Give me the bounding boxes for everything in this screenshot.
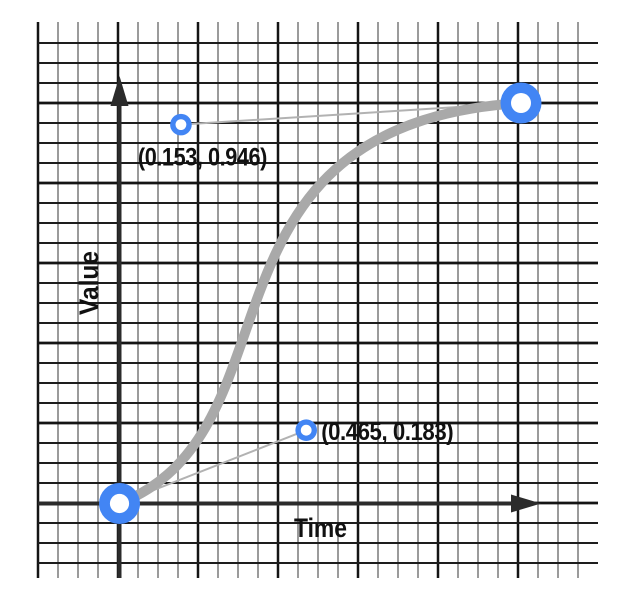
y-axis-label: Value bbox=[74, 251, 104, 315]
control-point-2-center bbox=[175, 119, 187, 131]
grid bbox=[36, 22, 598, 578]
end-anchor-center bbox=[511, 93, 531, 113]
x-axis-arrow-right-icon bbox=[511, 494, 541, 513]
bezier-curve bbox=[114, 98, 526, 509]
y-axis-arrow-up-icon bbox=[110, 76, 129, 106]
control-point-1-label: (0.465, 0.183) bbox=[321, 418, 453, 446]
control-point-2-label: (0.153, 0.946) bbox=[138, 144, 267, 172]
x-axis-label: Time bbox=[294, 513, 347, 543]
start-anchor-center bbox=[109, 493, 130, 514]
control-point-1-center bbox=[300, 424, 312, 436]
